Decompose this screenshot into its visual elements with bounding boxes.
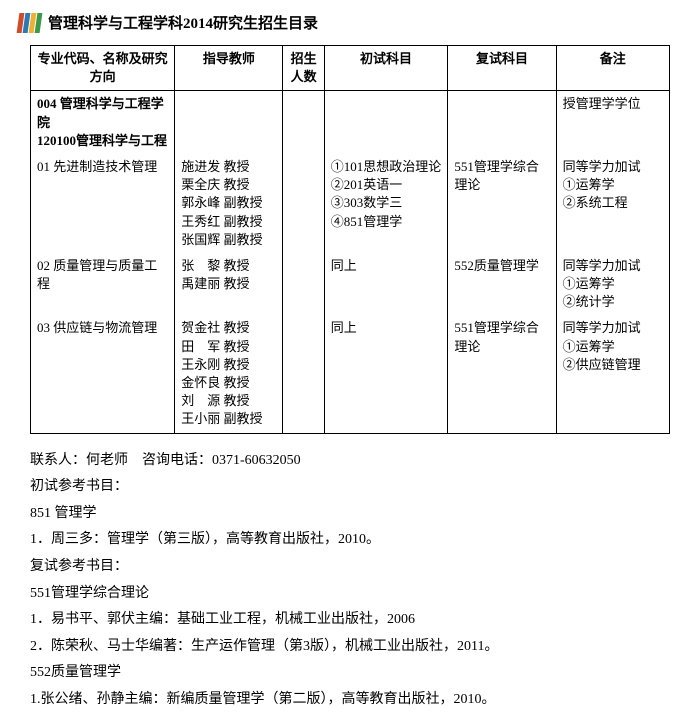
info-line: 2．陈荣秋、马士华编著：生产运作管理（第3版），机械工业出版社，2011。	[30, 634, 670, 661]
info-line: 851 管理学	[30, 501, 670, 528]
advisor-entry: 刘 源 教授	[181, 392, 276, 410]
cell-exam1	[324, 91, 448, 154]
cell-quota	[283, 154, 324, 253]
cell-major: 004 管理科学与工程学院120100管理科学与工程	[31, 91, 175, 154]
cell-quota	[283, 253, 324, 316]
advisor-entry: 张国辉 副教授	[181, 231, 276, 249]
advisor-entry: 田 军 教授	[181, 338, 276, 356]
cell-exam2: 552质量管理学	[448, 253, 556, 316]
cell-major: 02 质量管理与质量工程	[31, 253, 175, 316]
info-lines: 初试参考书目：851 管理学1．周三多：管理学（第三版），高等教育出版社，201…	[30, 474, 670, 713]
advisor-entry: 贺金社 教授	[181, 319, 276, 337]
dept-row: 004 管理科学与工程学院120100管理科学与工程 授管理学学位	[31, 91, 670, 154]
advisor-entry: 禹建丽 教授	[181, 275, 276, 293]
th-exam1: 初试科目	[324, 46, 448, 91]
books-icon	[18, 13, 42, 33]
cell-major: 03 供应链与物流管理	[31, 315, 175, 433]
cell-exam2: 551管理学综合理论	[448, 154, 556, 253]
advisor-entry: 王小丽 副教授	[181, 410, 276, 428]
title-bar: 管理科学与工程学科2014研究生招生目录	[18, 12, 670, 33]
cell-remark: 同等学力加试①运筹学②系统工程	[556, 154, 669, 253]
cell-quota	[283, 315, 324, 433]
cell-exam2	[448, 91, 556, 154]
advisor-entry: 郭永峰 副教授	[181, 194, 276, 212]
cell-exam1: 同上	[324, 253, 448, 316]
th-exam2: 复试科目	[448, 46, 556, 91]
cell-remark: 同等学力加试①运筹学②统计学	[556, 253, 669, 316]
advisor-entry: 王永刚 教授	[181, 356, 276, 374]
cell-remark: 授管理学学位	[556, 91, 669, 154]
cell-major: 01 先进制造技术管理	[31, 154, 175, 253]
advisor-entry: 王秀红 副教授	[181, 213, 276, 231]
cell-exam1: ①101思想政治理论②201英语一③303数学三④851管理学	[324, 154, 448, 253]
th-advisor: 指导教师	[175, 46, 283, 91]
th-quota: 招生人数	[283, 46, 324, 91]
th-remark: 备注	[556, 46, 669, 91]
catalog-table: 专业代码、名称及研究方向 指导教师 招生人数 初试科目 复试科目 备注 004 …	[30, 45, 670, 434]
cell-advisor: 张 黎 教授禹建丽 教授	[175, 253, 283, 316]
info-line: 1．周三多：管理学（第三版），高等教育出版社，2010。	[30, 527, 670, 554]
table-row: 02 质量管理与质量工程张 黎 教授禹建丽 教授同上552质量管理学同等学力加试…	[31, 253, 670, 316]
cell-advisor: 施进发 教授栗全庆 教授郭永峰 副教授王秀红 副教授张国辉 副教授	[175, 154, 283, 253]
cell-exam2: 551管理学综合理论	[448, 315, 556, 433]
advisor-entry: 栗全庆 教授	[181, 176, 276, 194]
table-row: 03 供应链与物流管理贺金社 教授田 军 教授王永刚 教授金怀良 教授刘 源 教…	[31, 315, 670, 433]
cell-advisor	[175, 91, 283, 154]
cell-quota	[283, 91, 324, 154]
page-title: 管理科学与工程学科2014研究生招生目录	[48, 12, 318, 33]
info-line: 551管理学综合理论	[30, 581, 670, 608]
cell-advisor: 贺金社 教授田 军 教授王永刚 教授金怀良 教授刘 源 教授王小丽 副教授	[175, 315, 283, 433]
advisor-entry: 张 黎 教授	[181, 257, 276, 275]
info-line: 1.张公绪、孙静主编：新编质量管理学（第二版），高等教育出版社，2010。	[30, 687, 670, 714]
th-major: 专业代码、名称及研究方向	[31, 46, 175, 91]
info-line: 552质量管理学	[30, 660, 670, 687]
advisor-entry: 金怀良 教授	[181, 374, 276, 392]
cell-remark: 同等学力加试①运筹学②供应链管理	[556, 315, 669, 433]
cell-exam1: 同上	[324, 315, 448, 433]
table-row: 01 先进制造技术管理施进发 教授栗全庆 教授郭永峰 副教授王秀红 副教授张国辉…	[31, 154, 670, 253]
info-line: 初试参考书目：	[30, 474, 670, 501]
table-header-row: 专业代码、名称及研究方向 指导教师 招生人数 初试科目 复试科目 备注	[31, 46, 670, 91]
table-body: 004 管理科学与工程学院120100管理科学与工程授管理学学位01 先进制造技…	[31, 91, 670, 433]
info-block: 联系人：何老师 咨询电话：0371-60632050 初试参考书目：851 管理…	[30, 448, 670, 714]
advisor-entry: 施进发 教授	[181, 158, 276, 176]
info-line: 1．易书平、郭伏主编：基础工业工程，机械工业出版社，2006	[30, 607, 670, 634]
contact-line: 联系人：何老师 咨询电话：0371-60632050	[30, 448, 670, 475]
info-line: 复试参考书目：	[30, 554, 670, 581]
